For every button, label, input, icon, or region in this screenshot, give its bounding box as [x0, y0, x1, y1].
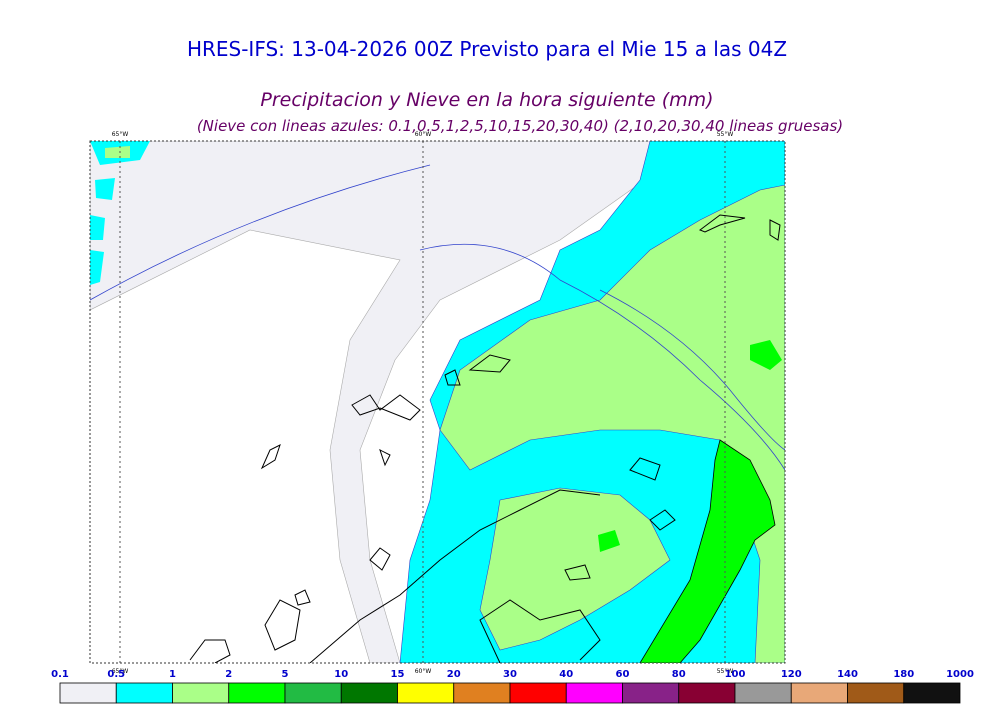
- colorbar-label: 0.5: [107, 669, 125, 680]
- colorbar-label: 80: [672, 669, 686, 680]
- precip-area: [90, 141, 150, 285]
- colorbar: 0.1 0.5 1 2 5 10 15 20 30 40 60 80 100 120 140 180 1000: [51, 669, 974, 704]
- colorbar-label: 2: [225, 669, 232, 680]
- meridian-label: 65°W: [112, 668, 129, 675]
- colorbar-swatch: [59, 682, 117, 704]
- meridian-label: 65°W: [112, 131, 129, 138]
- colorbar-label: 5: [282, 669, 289, 680]
- colorbar-swatch: [847, 682, 905, 704]
- colorbar-swatch: [397, 682, 455, 704]
- meridian-label: 55°W: [717, 131, 734, 138]
- precip-area: [639, 439, 776, 663]
- map: 65°W 65°W 60°W 60°W 55°W 55°W: [89, 131, 786, 675]
- precip-area: [105, 146, 130, 158]
- title: HRES-IFS: 13-04-2026 00Z Previsto para e…: [187, 37, 787, 61]
- meridian-label: 60°W: [415, 131, 432, 138]
- colorbar-label: 60: [616, 669, 630, 680]
- colorbar-label: 10: [334, 669, 348, 680]
- colorbar-label: 40: [559, 669, 573, 680]
- colorbar-label: 0.1: [51, 669, 69, 680]
- colorbar-swatch: [565, 682, 623, 704]
- precip-area: [479, 487, 671, 651]
- colorbar-swatch: [734, 682, 792, 704]
- colorbar-swatch: [678, 682, 736, 704]
- colorbar-swatch: [453, 682, 511, 704]
- colorbar-label: 1000: [946, 669, 974, 680]
- coastline: [189, 214, 781, 663]
- colorbar-swatch: [622, 682, 680, 704]
- subtitle: Precipitacion y Nieve en la hora siguien…: [260, 89, 713, 111]
- colorbar-swatch: [340, 682, 398, 704]
- colorbar-swatch: [172, 682, 230, 704]
- meridian-labels: 65°W 65°W 60°W 60°W 55°W 55°W: [112, 131, 734, 675]
- meridian-label: 55°W: [717, 668, 734, 675]
- colorbar-swatch: [284, 682, 342, 704]
- meridian-label: 60°W: [415, 668, 432, 675]
- colorbar-swatch: [228, 682, 286, 704]
- colorbar-label: 100: [725, 669, 746, 680]
- colorbar-label: 20: [447, 669, 461, 680]
- colorbar-label: 140: [837, 669, 858, 680]
- colorbar-swatch: [115, 682, 173, 704]
- meridians: [119, 141, 726, 663]
- note: (Nieve con lineas azules: 0.1,0.5,1,2,5,…: [197, 117, 843, 135]
- colorbar-swatch: [790, 682, 848, 704]
- colorbar-label: 1: [169, 669, 176, 680]
- colorbar-swatch: [903, 682, 961, 704]
- colorbar-swatch: [509, 682, 567, 704]
- colorbar-label: 120: [781, 669, 802, 680]
- snow-contours: [90, 164, 785, 471]
- map-frame: [89, 140, 786, 664]
- precip-area: [598, 340, 782, 552]
- colorbar-label: 180: [893, 669, 914, 680]
- precip-area: [90, 141, 701, 663]
- colorbar-label: 15: [391, 669, 405, 680]
- colorbar-label: 30: [503, 669, 517, 680]
